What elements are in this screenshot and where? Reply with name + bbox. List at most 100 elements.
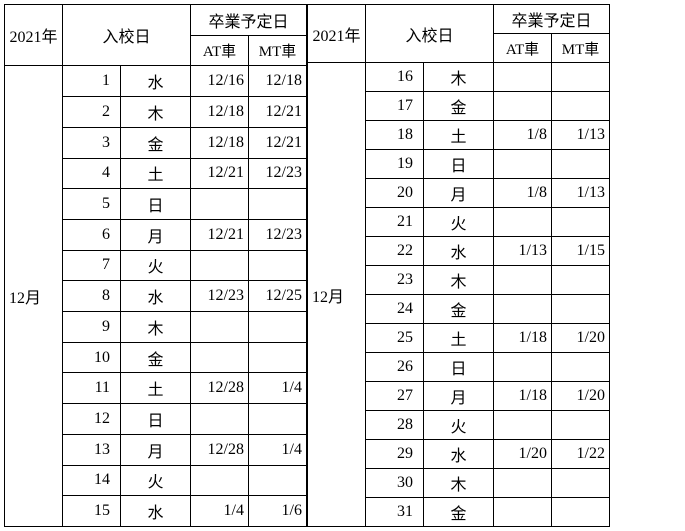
at-date-cell: 1/8 <box>494 121 552 150</box>
mt-date-cell: 12/21 <box>249 127 307 158</box>
weekday-cell: 月 <box>121 219 191 250</box>
mt-date-cell: 12/25 <box>249 281 307 312</box>
weekday-cell: 土 <box>121 373 191 404</box>
day-cell: 4 <box>63 158 121 189</box>
at-date-cell <box>191 189 249 220</box>
at-date-cell <box>494 411 552 440</box>
mt-date-cell <box>249 189 307 220</box>
weekday-cell: 水 <box>424 237 494 266</box>
year-header: 2021年 <box>308 5 366 63</box>
mt-date-cell: 1/22 <box>552 440 610 469</box>
header-row-1: 2021年 入校日 卒業予定日 <box>5 5 307 36</box>
weekday-cell: 木 <box>424 266 494 295</box>
at-date-cell <box>494 295 552 324</box>
at-date-cell <box>494 498 552 527</box>
weekday-cell: 土 <box>424 324 494 353</box>
day-cell: 31 <box>366 498 424 527</box>
month-cell: 12月 <box>308 63 366 527</box>
mt-date-cell <box>249 404 307 435</box>
header-row-1: 2021年 入校日 卒業予定日 <box>308 5 610 34</box>
day-cell: 5 <box>63 189 121 220</box>
table-row: 12月16木 <box>308 63 610 92</box>
mt-date-cell: 12/23 <box>249 158 307 189</box>
weekday-cell: 日 <box>121 404 191 435</box>
day-cell: 1 <box>63 66 121 97</box>
at-header: AT車 <box>494 34 552 63</box>
weekday-cell: 金 <box>121 127 191 158</box>
at-date-cell <box>494 266 552 295</box>
day-cell: 2 <box>63 97 121 128</box>
mt-header: MT車 <box>249 35 307 66</box>
day-cell: 28 <box>366 411 424 440</box>
weekday-cell: 土 <box>424 121 494 150</box>
day-cell: 13 <box>63 434 121 465</box>
mt-date-cell: 1/4 <box>249 373 307 404</box>
weekday-cell: 月 <box>121 434 191 465</box>
enroll-header: 入校日 <box>63 5 191 66</box>
day-cell: 7 <box>63 250 121 281</box>
day-cell: 8 <box>63 281 121 312</box>
at-date-cell: 1/4 <box>191 496 249 527</box>
weekday-cell: 日 <box>424 150 494 179</box>
month-cell: 12月 <box>5 66 63 527</box>
day-cell: 19 <box>366 150 424 179</box>
at-date-cell: 1/13 <box>494 237 552 266</box>
mt-date-cell: 1/15 <box>552 237 610 266</box>
day-cell: 3 <box>63 127 121 158</box>
at-date-cell <box>191 250 249 281</box>
at-date-cell: 12/28 <box>191 434 249 465</box>
mt-date-cell <box>249 312 307 343</box>
day-cell: 11 <box>63 373 121 404</box>
schedule-table-right: 2021年 入校日 卒業予定日 AT車 MT車 12月16木17金18土1/81… <box>307 4 610 527</box>
day-cell: 23 <box>366 266 424 295</box>
mt-date-cell: 12/21 <box>249 97 307 128</box>
at-date-cell <box>191 312 249 343</box>
mt-date-cell <box>249 342 307 373</box>
day-cell: 12 <box>63 404 121 435</box>
weekday-cell: 火 <box>121 465 191 496</box>
mt-date-cell: 12/23 <box>249 219 307 250</box>
weekday-cell: 火 <box>121 250 191 281</box>
at-date-cell: 12/18 <box>191 127 249 158</box>
at-date-cell: 12/28 <box>191 373 249 404</box>
weekday-cell: 水 <box>121 66 191 97</box>
at-date-cell <box>191 404 249 435</box>
weekday-cell: 月 <box>424 382 494 411</box>
weekday-cell: 火 <box>424 208 494 237</box>
at-date-cell: 12/21 <box>191 158 249 189</box>
weekday-cell: 金 <box>424 498 494 527</box>
at-date-cell <box>494 353 552 382</box>
at-date-cell: 1/18 <box>494 324 552 353</box>
at-header: AT車 <box>191 35 249 66</box>
weekday-cell: 金 <box>424 295 494 324</box>
mt-date-cell <box>552 411 610 440</box>
mt-date-cell <box>249 465 307 496</box>
day-cell: 18 <box>366 121 424 150</box>
mt-date-cell: 1/20 <box>552 382 610 411</box>
weekday-cell: 水 <box>424 440 494 469</box>
weekday-cell: 日 <box>121 189 191 220</box>
mt-date-cell <box>552 469 610 498</box>
day-cell: 29 <box>366 440 424 469</box>
day-cell: 20 <box>366 179 424 208</box>
weekday-cell: 木 <box>424 469 494 498</box>
at-date-cell: 12/16 <box>191 66 249 97</box>
day-cell: 21 <box>366 208 424 237</box>
at-date-cell: 12/21 <box>191 219 249 250</box>
schedule-table-left: 2021年 入校日 卒業予定日 AT車 MT車 12月1水12/1612/182… <box>4 4 307 527</box>
mt-date-cell: 1/4 <box>249 434 307 465</box>
day-cell: 16 <box>366 63 424 92</box>
at-date-cell: 12/18 <box>191 97 249 128</box>
day-cell: 10 <box>63 342 121 373</box>
mt-date-cell <box>552 295 610 324</box>
weekday-cell: 木 <box>121 312 191 343</box>
mt-date-cell <box>552 63 610 92</box>
at-date-cell <box>494 92 552 121</box>
at-date-cell: 1/18 <box>494 382 552 411</box>
mt-date-cell <box>552 150 610 179</box>
mt-date-cell: 1/13 <box>552 179 610 208</box>
at-date-cell <box>494 469 552 498</box>
day-cell: 17 <box>366 92 424 121</box>
weekday-cell: 水 <box>121 496 191 527</box>
at-date-cell <box>191 342 249 373</box>
